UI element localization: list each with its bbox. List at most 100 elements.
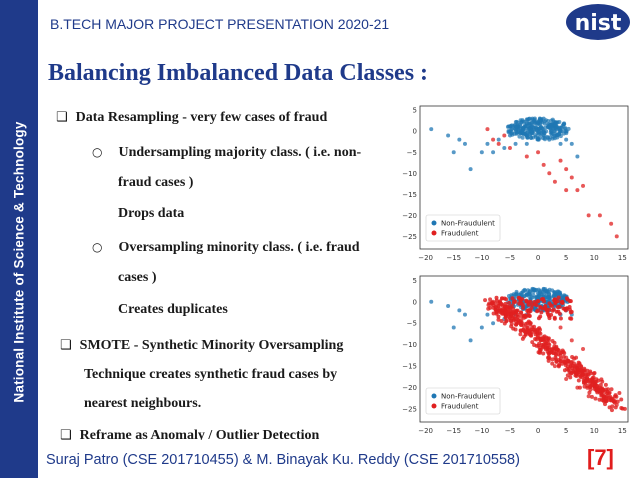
data-point bbox=[575, 154, 580, 159]
data-point bbox=[457, 308, 462, 313]
legend-box bbox=[425, 214, 501, 242]
data-point bbox=[521, 305, 526, 310]
data-point bbox=[556, 295, 561, 300]
data-point bbox=[507, 301, 512, 306]
data-point bbox=[541, 336, 546, 341]
data-point bbox=[564, 377, 569, 382]
data-point bbox=[541, 116, 546, 121]
data-point bbox=[609, 408, 614, 413]
data-point bbox=[556, 363, 561, 368]
data-point bbox=[519, 129, 524, 134]
data-point bbox=[533, 133, 538, 138]
data-point bbox=[485, 312, 490, 317]
data-point bbox=[581, 380, 586, 385]
data-point bbox=[550, 288, 555, 293]
data-point bbox=[547, 125, 552, 130]
data-point bbox=[565, 373, 570, 378]
data-point bbox=[558, 325, 563, 330]
data-point bbox=[552, 179, 557, 184]
bullet-item: ❑ SMOTE - Synthetic Minority Oversampling bbox=[60, 338, 343, 354]
data-point bbox=[468, 167, 473, 172]
series-non-fraudulent bbox=[429, 116, 580, 172]
data-point bbox=[548, 303, 553, 308]
data-point bbox=[521, 327, 526, 332]
data-point bbox=[547, 295, 552, 300]
data-point bbox=[519, 321, 524, 326]
data-point bbox=[506, 311, 511, 316]
data-point bbox=[528, 132, 533, 137]
data-point bbox=[451, 150, 456, 155]
x-tick-label: −10 bbox=[474, 254, 489, 262]
data-point bbox=[502, 133, 507, 138]
chart-legend: Non-Fraudulent Fraudulent bbox=[425, 387, 501, 415]
square-bullet-icon: ❑ bbox=[56, 110, 68, 125]
footer-bar bbox=[38, 440, 638, 478]
data-point bbox=[550, 347, 555, 352]
data-point bbox=[518, 332, 523, 337]
data-point bbox=[558, 125, 563, 130]
bullet-item: ○ Undersampling majority class. ( i.e. no… bbox=[92, 145, 361, 161]
data-point bbox=[499, 302, 504, 307]
bullet-text: Data Resampling - very few cases of frau… bbox=[75, 110, 328, 125]
data-point bbox=[588, 378, 593, 383]
data-point bbox=[561, 306, 566, 311]
legend-marker bbox=[431, 403, 437, 409]
data-point bbox=[609, 221, 614, 226]
x-tick-label: −20 bbox=[418, 427, 433, 435]
data-point bbox=[536, 291, 541, 296]
data-point bbox=[504, 319, 509, 324]
data-point bbox=[578, 367, 583, 372]
data-point bbox=[509, 127, 514, 132]
data-point bbox=[575, 370, 580, 375]
data-point bbox=[515, 120, 520, 125]
data-point bbox=[552, 129, 557, 134]
data-point bbox=[561, 354, 566, 359]
data-point bbox=[510, 130, 515, 135]
data-point bbox=[619, 397, 624, 402]
data-point bbox=[593, 396, 598, 401]
bullet-item: ❑ Reframe as Anomaly / Outlier Detection bbox=[60, 428, 319, 444]
bullet-text: fraud cases ) bbox=[118, 175, 194, 190]
data-point bbox=[498, 299, 503, 304]
data-point bbox=[552, 291, 557, 296]
data-point bbox=[529, 305, 534, 310]
data-point bbox=[511, 292, 516, 297]
institute-logo-icon: nist bbox=[566, 4, 630, 40]
data-point bbox=[558, 141, 563, 146]
data-point bbox=[614, 234, 619, 239]
x-tick-label: 5 bbox=[564, 254, 568, 262]
data-point bbox=[519, 310, 524, 315]
data-point bbox=[496, 141, 501, 146]
y-tick-label: 0 bbox=[413, 128, 417, 136]
x-tick-label: 5 bbox=[564, 427, 568, 435]
data-point bbox=[550, 136, 555, 141]
data-point bbox=[552, 364, 557, 369]
data-point bbox=[590, 376, 595, 381]
data-point bbox=[558, 359, 563, 364]
logo-text: nist bbox=[575, 11, 622, 36]
data-point bbox=[496, 304, 501, 309]
data-point bbox=[496, 317, 501, 322]
x-tick-label: −10 bbox=[474, 427, 489, 435]
legend-marker bbox=[431, 393, 437, 399]
data-point bbox=[563, 126, 568, 131]
data-point bbox=[556, 309, 561, 314]
data-point bbox=[446, 133, 451, 138]
data-point bbox=[598, 382, 603, 387]
circle-bullet-icon: ○ bbox=[92, 240, 103, 254]
header-title: B.TECH MAJOR PROJECT PRESENTATION 2020-2… bbox=[50, 16, 390, 32]
data-point bbox=[532, 342, 537, 347]
y-tick-label: −10 bbox=[402, 341, 417, 349]
data-point bbox=[517, 301, 522, 306]
x-tick-label: 15 bbox=[618, 427, 627, 435]
data-point bbox=[525, 327, 530, 332]
data-point bbox=[524, 133, 529, 138]
chart-legend: Non-Fraudulent Fraudulent bbox=[425, 214, 501, 242]
data-point bbox=[599, 377, 604, 382]
data-point bbox=[541, 344, 546, 349]
data-point bbox=[601, 388, 606, 393]
data-point bbox=[594, 387, 599, 392]
data-point bbox=[510, 296, 515, 301]
data-point bbox=[558, 316, 563, 321]
data-point bbox=[526, 302, 531, 307]
